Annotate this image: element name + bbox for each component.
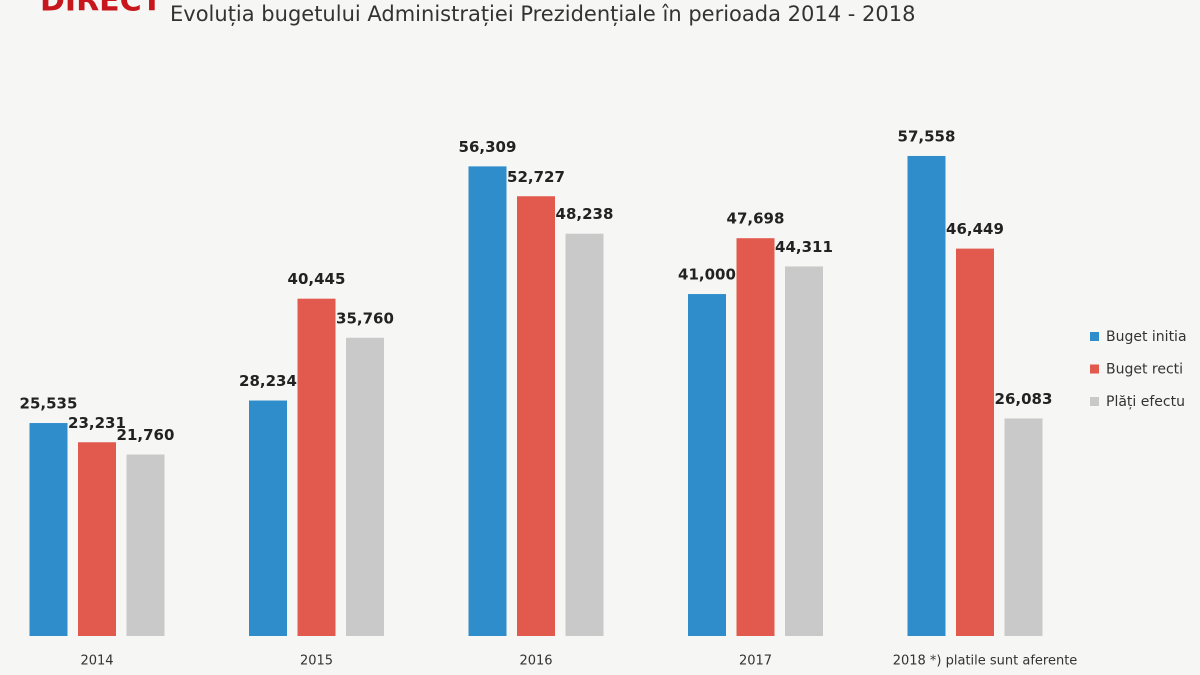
bar [1004,418,1043,636]
x-tick-label: 2018 *) platile sunt aferente [893,654,1078,669]
bar [346,337,384,636]
value-label: 52,727 [507,168,565,186]
bar [956,248,994,636]
legend-label: Buget initia [1106,329,1187,345]
value-label: 21,760 [117,426,175,444]
x-tick-label: 2017 [739,654,772,669]
value-label: 40,445 [288,270,346,288]
bar [78,442,116,636]
value-label: 56,309 [459,138,517,156]
bar [126,454,165,636]
legend-label: Buget recti [1106,362,1183,378]
legend-label: Plăți efectu [1106,394,1185,410]
bar [297,298,336,636]
legend-swatch [1090,364,1099,374]
value-label: 44,311 [775,238,833,256]
x-tick-label: 2016 [519,654,552,669]
x-tick-label: 2014 [80,654,113,669]
value-label: 25,535 [20,395,78,413]
x-tick-label: 2015 [300,654,333,669]
bar [785,266,823,636]
value-label: 23,231 [68,414,126,432]
overlay-label: DIRECT [40,0,163,19]
bar [907,155,946,636]
value-label: 41,000 [678,266,736,284]
value-label: 35,760 [336,309,394,327]
bar [468,166,507,636]
legend-swatch [1090,397,1099,406]
value-label: 57,558 [898,127,956,145]
bar [736,238,775,637]
value-label: 47,698 [727,210,785,228]
bar [565,233,604,637]
value-label: 46,449 [946,220,1004,238]
legend-swatch [1090,332,1099,341]
bar [688,294,726,636]
bar [249,400,287,636]
value-label: 26,083 [995,390,1053,408]
bar [517,196,555,636]
bar [29,423,68,636]
value-label: 48,238 [556,205,614,223]
value-label: 28,234 [239,372,297,390]
chart-title: Evoluția bugetului Administrației Prezid… [170,2,915,26]
